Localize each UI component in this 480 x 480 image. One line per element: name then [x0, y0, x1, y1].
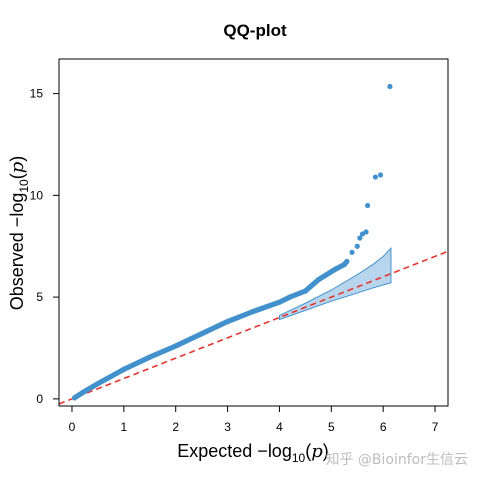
- confidence-band: [278, 247, 392, 321]
- data-point: [333, 266, 340, 272]
- x-tick-label: 1: [120, 420, 127, 434]
- data-point: [199, 331, 205, 337]
- reference-line-layer: [58, 250, 449, 405]
- data-point: [372, 174, 378, 180]
- x-tick-label: 7: [432, 420, 439, 434]
- x-tick-label: 0: [69, 420, 76, 434]
- data-point: [377, 172, 384, 178]
- y-axis: 0 5 10 15: [30, 87, 59, 406]
- chart-title: QQ-plot: [223, 21, 287, 40]
- data-point: [147, 354, 153, 360]
- y-tick-label: 5: [36, 290, 43, 304]
- x-tick-label: 6: [380, 420, 387, 434]
- data-point: [328, 269, 334, 275]
- data-point: [363, 229, 369, 235]
- plot-frame: [58, 58, 449, 407]
- data-point: [250, 308, 257, 314]
- x-tick-label: 2: [172, 420, 179, 434]
- data-point: [287, 294, 293, 300]
- y-tick-label: 15: [30, 87, 44, 101]
- data-point: [276, 299, 283, 305]
- data-point: [349, 249, 355, 255]
- data-point: [79, 390, 85, 396]
- x-axis: 0 1 2 3 4 5 6 7: [69, 406, 439, 434]
- x-tick-label: 4: [276, 420, 283, 434]
- data-point: [71, 395, 78, 401]
- x-tick-label: 5: [328, 420, 335, 434]
- points-layer: [71, 83, 393, 401]
- confidence-band-layer: [278, 247, 392, 321]
- data-point: [344, 258, 350, 265]
- reference-line: [58, 250, 449, 405]
- data-point: [302, 288, 308, 294]
- y-tick-label: 0: [36, 392, 43, 406]
- data-point: [121, 366, 127, 372]
- data-point: [95, 381, 101, 387]
- watermark-text: 知乎 @Bioinfor生信云: [325, 451, 468, 468]
- data-point: [357, 235, 363, 241]
- y-axis-title: Observed −log10(p): [7, 156, 31, 310]
- x-tick-label: 3: [224, 420, 231, 434]
- data-point: [387, 83, 393, 90]
- data-point: [365, 202, 371, 209]
- x-axis-title: Expected −log10(p): [177, 441, 328, 465]
- data-point: [354, 243, 360, 249]
- observed-points-dense: [71, 258, 350, 401]
- data-point: [173, 343, 179, 349]
- data-point: [224, 318, 231, 325]
- data-point: [315, 277, 321, 283]
- y-tick-label: 10: [30, 188, 44, 202]
